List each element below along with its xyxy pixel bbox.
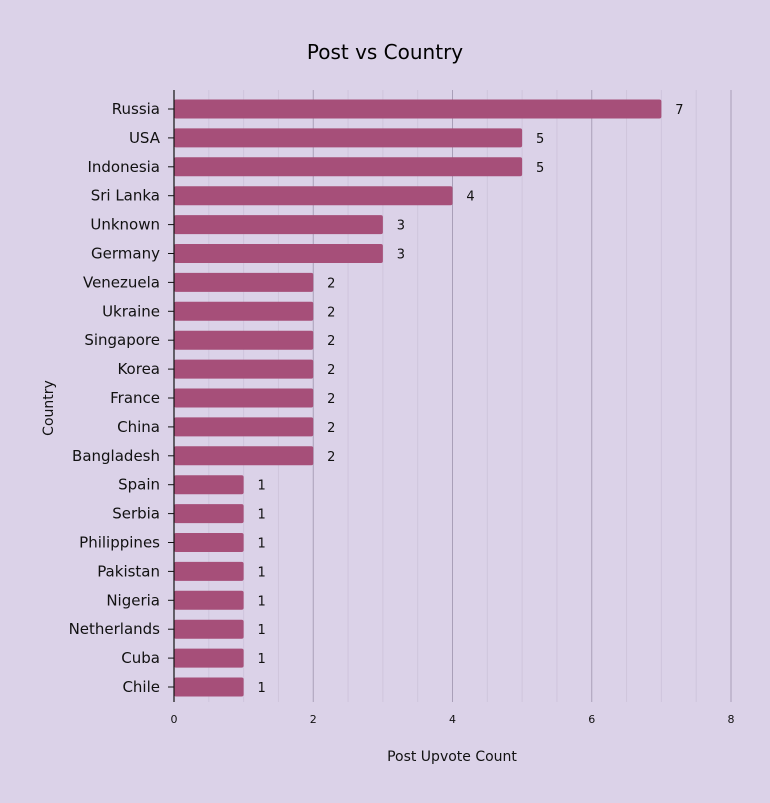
x-tick-label: 0	[171, 713, 178, 726]
y-tick-label: Spain	[118, 476, 160, 494]
y-tick-label: Nigeria	[106, 591, 160, 609]
bar	[174, 388, 314, 408]
y-tick-label: China	[117, 418, 160, 436]
x-tick-label: 8	[728, 713, 735, 726]
bar	[174, 99, 662, 119]
bar	[174, 244, 383, 263]
bar	[174, 215, 383, 235]
bar	[174, 648, 244, 668]
data-label: 2	[327, 334, 335, 349]
bar	[174, 590, 244, 610]
bar	[174, 359, 314, 379]
y-tick-label: Chile	[122, 678, 160, 696]
data-label: 1	[257, 594, 265, 609]
y-tick-label: Korea	[117, 360, 160, 378]
y-tick-label: Cuba	[121, 649, 160, 667]
bar	[174, 301, 314, 321]
y-tick-label: Sri Lanka	[91, 187, 160, 205]
data-label: 3	[397, 219, 405, 234]
y-tick-label: Serbia	[112, 505, 160, 523]
data-label: 7	[675, 103, 683, 118]
bar	[174, 417, 314, 437]
data-label: 3	[397, 248, 405, 263]
data-label: 1	[257, 508, 265, 523]
y-tick-label: Bangladesh	[72, 447, 160, 465]
x-axis-title: Post Upvote Count	[387, 749, 517, 765]
data-label: 1	[257, 537, 265, 552]
bar	[174, 619, 244, 639]
axes: 0 2 4 6 8 Russia USA Indonesia Sri Lanka Unknown G…	[69, 90, 735, 726]
data-label: 2	[327, 392, 335, 407]
data-label: 2	[327, 363, 335, 378]
bar	[174, 561, 244, 581]
y-tick-label: USA	[129, 129, 161, 147]
bar	[174, 475, 244, 495]
y-tick-label: Germany	[91, 245, 160, 263]
bar	[174, 330, 314, 350]
bar	[174, 272, 314, 292]
x-tick-label: 6	[588, 713, 595, 726]
y-tick-label: Unknown	[90, 216, 160, 234]
y-tick-label: Indonesia	[87, 158, 160, 176]
data-label: 2	[327, 450, 335, 465]
bar	[174, 446, 314, 466]
y-tick-label: Netherlands	[69, 620, 161, 638]
data-label: 5	[536, 161, 544, 176]
y-tick-label: Singapore	[84, 331, 160, 349]
bar	[174, 533, 244, 552]
data-label: 2	[327, 421, 335, 436]
y-tick-label: Russia	[112, 100, 160, 118]
y-tick-label: Philippines	[79, 534, 160, 552]
data-label: 2	[327, 276, 335, 291]
data-label: 1	[257, 479, 265, 494]
data-label: 5	[536, 132, 544, 147]
bar	[174, 157, 523, 177]
data-label: 1	[257, 565, 265, 580]
y-tick-label: Pakistan	[97, 562, 160, 580]
bar	[174, 186, 453, 206]
y-tick-label: Venezuela	[83, 273, 160, 291]
y-axis-title: Country	[41, 380, 57, 436]
data-label: 1	[257, 623, 265, 638]
data-label: 1	[257, 652, 265, 667]
bar	[174, 504, 244, 524]
chart-title: Post vs Country	[307, 40, 463, 64]
data-label: 2	[327, 305, 335, 320]
bars: 7 5 5 4 3 3 2 2 2 2 2 2 2 1 1 1 1 1 1 1 1	[174, 99, 684, 697]
bar	[174, 677, 244, 697]
data-label: 1	[257, 681, 265, 696]
x-tick-label: 2	[310, 713, 317, 726]
data-label: 4	[466, 190, 474, 205]
bar	[174, 128, 523, 148]
x-tick-label: 4	[449, 713, 456, 726]
y-tick-label: France	[110, 389, 160, 407]
y-tick-label: Ukraine	[102, 302, 160, 320]
